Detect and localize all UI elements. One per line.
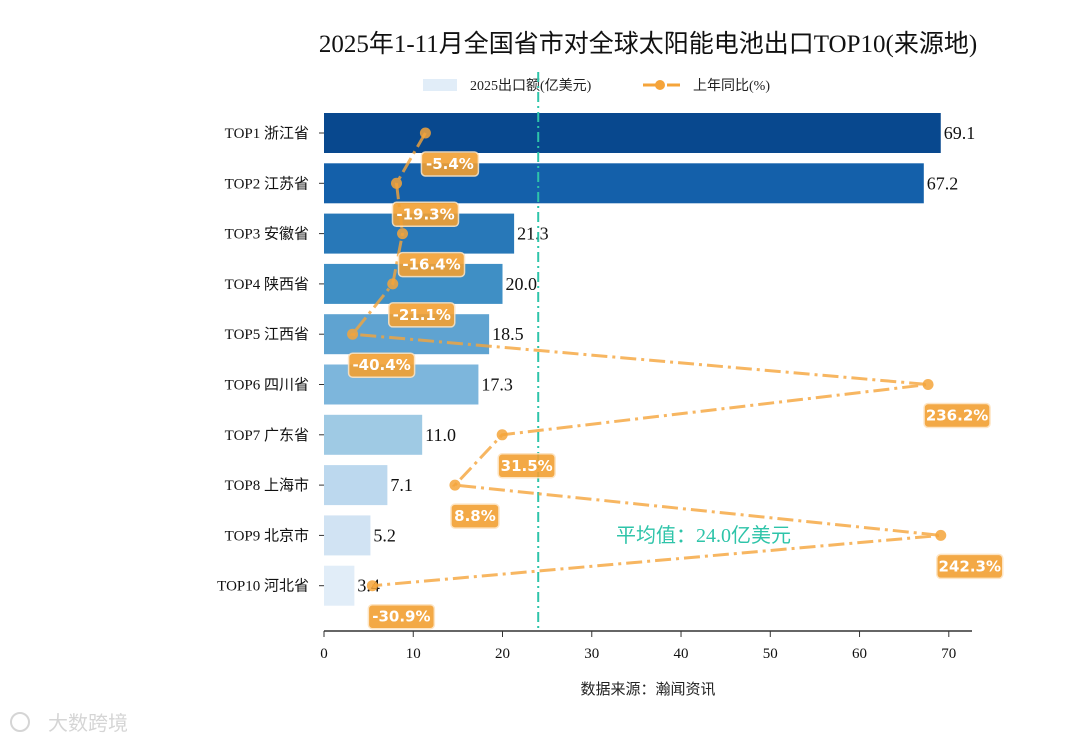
- x-tick-label: 50: [763, 646, 778, 662]
- legend-bar-label: 2025出口额(亿美元): [470, 78, 592, 94]
- legend: 2025出口额(亿美元) 上年同比(%): [423, 78, 770, 94]
- bar-value-label: 20.0: [506, 274, 538, 294]
- y-tick-label: TOP2 江苏省: [225, 175, 309, 192]
- yoy-label-box: [367, 603, 436, 630]
- x-axis-label: 数据来源：瀚闻资讯: [580, 681, 715, 698]
- bar-value-label: 67.2: [927, 173, 959, 193]
- yoy-label-box: [347, 352, 416, 378]
- bar: [324, 515, 371, 556]
- x-tick-label: 60: [852, 646, 867, 662]
- bar: [324, 113, 941, 153]
- yoy-value-label: -5.4%: [426, 155, 474, 173]
- bar-value-label: 21.3: [517, 224, 549, 244]
- yoy-value-label: -21.1%: [393, 306, 451, 324]
- legend-bar-swatch: [423, 79, 457, 91]
- yoy-value-label: -40.4%: [352, 356, 410, 374]
- y-tick-label: TOP3 安徽省: [225, 226, 309, 243]
- bar: [324, 565, 355, 606]
- yoy-label-box: [450, 503, 500, 529]
- yoy-point: [397, 228, 409, 240]
- yoy-label-box: [420, 151, 480, 177]
- bar-value-label: 11.0: [425, 425, 456, 445]
- yoy-point: [366, 580, 378, 592]
- x-axis: 0 10 20 30 40 50 60 70: [320, 630, 972, 662]
- yoy-label-box: [497, 453, 556, 479]
- yoy-label-box: [923, 402, 991, 429]
- y-tick-label: TOP1 浙江省: [225, 125, 309, 142]
- yoy-point: [387, 278, 399, 290]
- average-label: 平均值：24.0亿美元: [616, 524, 791, 547]
- x-tick-label: 0: [320, 646, 328, 662]
- y-tick-label: TOP4 陕西省: [225, 276, 309, 293]
- bar-value-label: 5.2: [373, 525, 396, 545]
- x-tick-label: 70: [941, 646, 956, 662]
- yoy-value-label: 242.3%: [939, 557, 1001, 575]
- yoy-value-label: 31.5%: [501, 457, 553, 475]
- bar: [324, 163, 924, 204]
- x-tick-label: 20: [495, 646, 510, 662]
- y-axis-labels: TOP1 浙江省 TOP2 江苏省 TOP3 安徽省 TOP4 陕西省 TOP5 江西省…: [217, 125, 324, 595]
- yoy-label-box: [397, 251, 466, 278]
- yoy-point: [922, 379, 934, 390]
- bar: [324, 414, 423, 455]
- y-tick-label: TOP8 上海市: [225, 477, 309, 494]
- bar-value-label: 7.1: [390, 475, 413, 495]
- yoy-line: [349, 132, 941, 588]
- yoy-point: [390, 177, 402, 189]
- chart-title: 2025年1-11月全国省市对全球太阳能电池出口TOP10(来源地): [319, 30, 977, 58]
- yoy-point: [347, 328, 359, 340]
- yoy-value-label: 8.8%: [454, 507, 496, 525]
- yoy-point: [419, 127, 431, 139]
- watermark: 大数跨境: [10, 711, 128, 735]
- bar: [324, 465, 388, 506]
- x-tick-label: 40: [674, 646, 689, 662]
- y-tick-label: TOP7 广东省: [225, 427, 309, 444]
- bar-value-label: 17.3: [481, 375, 513, 395]
- yoy-value-label: -30.9%: [372, 608, 430, 626]
- yoy-value-label: -19.3%: [396, 205, 454, 223]
- watermark-logo-icon: [10, 712, 30, 732]
- x-tick-label: 30: [584, 646, 599, 662]
- yoy-line-group: -5.4% -19.3% -16.4% -21.1% -40.4% 236.2% 31.5%…: [347, 127, 1004, 630]
- y-tick-label: TOP6 四川省: [225, 377, 309, 394]
- average-line-group: 平均值：24.0亿美元: [537, 72, 791, 631]
- bar-value-label: 18.5: [492, 324, 524, 344]
- y-tick-label: TOP10 河北省: [217, 578, 309, 595]
- yoy-label-box: [936, 553, 1004, 580]
- yoy-value-label: -16.4%: [402, 256, 460, 274]
- yoy-label-box: [391, 201, 460, 228]
- watermark-text: 大数跨境: [48, 711, 128, 735]
- bar-value-label: 69.1: [944, 123, 976, 143]
- legend-line-marker: [655, 80, 665, 90]
- legend-line-label: 上年同比(%): [693, 78, 770, 94]
- y-tick-label: TOP5 江西省: [225, 326, 309, 343]
- yoy-label-box: [387, 302, 456, 328]
- x-tick-label: 10: [406, 646, 421, 662]
- y-tick-label: TOP9 北京市: [225, 527, 309, 544]
- yoy-point: [449, 479, 461, 491]
- yoy-point: [935, 529, 947, 541]
- yoy-value-label: 236.2%: [926, 407, 988, 425]
- yoy-point: [496, 429, 508, 441]
